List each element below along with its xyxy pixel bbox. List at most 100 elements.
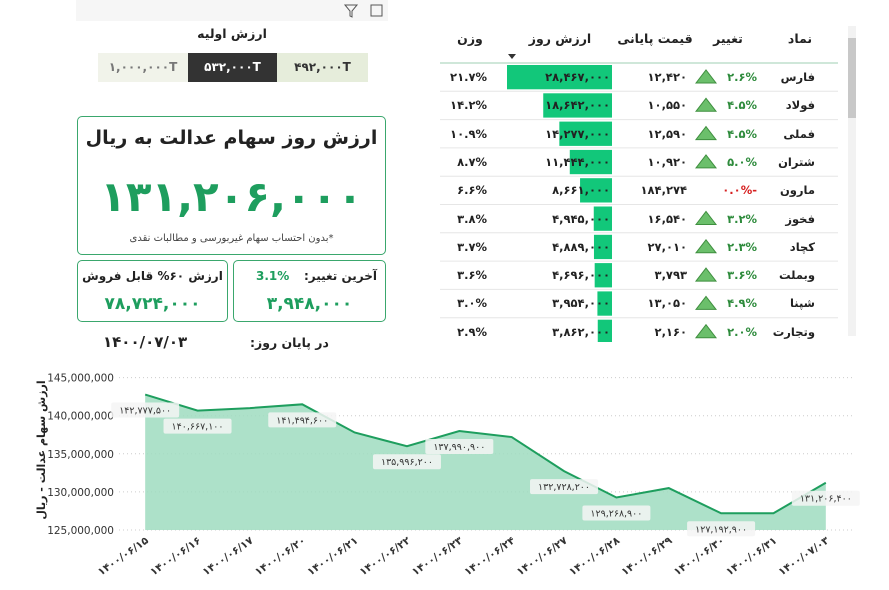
x-tick-label: ۱۴۰۰/۰۶/۳۱ [724, 535, 779, 579]
initial-value-title: ارزش اولیه [197, 26, 267, 41]
card-title: ارزش ۶۰% قابل فروش [82, 269, 223, 283]
card-value: ۷۸,۷۲۴,۰۰۰ [104, 294, 201, 314]
data-label-bg [582, 505, 651, 521]
weight: ۶.۶% [457, 183, 487, 198]
table-decoration [440, 26, 856, 342]
close-price: ۱۲,۴۲۰ [647, 70, 687, 84]
day-value: ۱۱,۴۴۴,۰۰۰ [545, 154, 610, 169]
scroll-thumb[interactable] [848, 38, 856, 118]
button-selected[interactable]: ۵۳۲,۰۰۰T [188, 53, 277, 82]
x-tick-label: ۱۴۰۰/۰۶/۱۷ [200, 534, 256, 578]
data-label-bg [791, 490, 860, 506]
x-tick-label: ۱۴۰۰/۰۶/۳۰ [672, 535, 727, 579]
chart: ارزش سهام عدالت - ریال 125,000,000 130,000… [35, 373, 860, 579]
end-of-day-date: ۱۴۰۰/۰۷/۰۳ [103, 333, 188, 351]
close-price: ۱۲,۵۹۰ [647, 126, 687, 141]
x-tick-label: ۱۴۰۰/۰۶/۲۲ [358, 534, 414, 578]
symbol: شپنا [789, 296, 815, 311]
change: -۰.۰% [722, 183, 757, 198]
column-header: ارزش روز [528, 31, 592, 46]
symbol: وبملت [778, 268, 815, 283]
data-label: ۱۴۱,۴۹۴,۶۰۰ [276, 415, 328, 426]
data-label: ۱۳۲,۷۲۸,۲۰۰ [538, 482, 590, 493]
table: نماد تغییر قیمت پایانی ارزش روز وزن فارس ۲.۶% ۱… [440, 26, 858, 342]
day-value: ۱۸,۶۴۲,۰۰۰ [545, 98, 610, 113]
change: ۲.۳% [727, 239, 757, 254]
up-arrow-icon [694, 267, 718, 282]
weight: ۳.۷% [457, 239, 487, 254]
symbol: فملی [783, 126, 815, 141]
change: ۴.۹% [727, 296, 757, 311]
up-arrow-icon [694, 97, 718, 112]
data-label-bg [111, 402, 180, 418]
close-price: ۱۸۴,۲۷۴ [640, 183, 687, 198]
data-label-bg [425, 439, 494, 455]
sort-arrow[interactable] [508, 54, 516, 59]
card-title: ارزش روز سهام عدالت به ریال [85, 127, 378, 149]
data-label: ۱۳۷,۹۹۰,۹۰۰ [433, 442, 485, 453]
column-header: تغییر [713, 31, 743, 46]
x-tick-label: ۱۴۰۰/۰۶/۲۷ [515, 534, 571, 578]
x-tick-label: ۱۴۰۰/۰۶/۱۵ [96, 534, 152, 578]
main-card: ارزش روز سهام عدالت به ریال ۱۳۱,۲۰۶,۰۰۰ … [77, 116, 386, 255]
close-price: ۲۷,۰۱۰ [647, 239, 687, 254]
weight: ۳.۸% [457, 211, 487, 226]
y-tick-label: 125,000,000 [47, 525, 114, 537]
up-arrow-icon [694, 295, 718, 310]
data-label: ۱۴۰,۶۶۷,۱۰۰ [172, 422, 224, 433]
close-price: ۱۳,۰۵۰ [647, 296, 687, 311]
data-bar [594, 263, 612, 288]
data-bar [507, 65, 612, 90]
visual-toolbar [76, 0, 388, 21]
change-card: آخرین تغییر: 3.1% ۳,۹۴۸,۰۰۰ [233, 260, 386, 322]
up-arrow-icon [694, 154, 718, 169]
data-bar [569, 149, 612, 175]
filter-icon[interactable] [343, 4, 359, 18]
up-arrow-icon [694, 69, 718, 84]
weight: ۱۴.۲% [450, 98, 487, 113]
y-tick-label: 130,000,000 [47, 487, 114, 499]
data-label-bg [530, 479, 599, 495]
symbol: فارس [780, 70, 815, 84]
up-arrow-icon [694, 323, 718, 339]
data-bar [593, 234, 612, 260]
change-percent: 3.1% [256, 269, 290, 283]
x-tick-label: ۱۴۰۰/۰۶/۲۹ [619, 534, 675, 578]
day-value: ۸,۶۶۱,۰۰۰ [552, 183, 610, 198]
day-value: ۳,۹۵۴,۰۰۰ [552, 296, 610, 311]
scrollbar[interactable] [848, 26, 856, 336]
day-value: ۳,۸۶۲,۰۰۰ [552, 324, 610, 339]
y-axis-title: ارزش سهام عدالت - ریال [35, 380, 48, 519]
symbol: کچاد [789, 239, 815, 254]
focus-icon[interactable] [370, 4, 383, 17]
change: ۲.۰% [727, 324, 757, 339]
sellable-card: ارزش ۶۰% قابل فروش ۷۸,۷۲۴,۰۰۰ [77, 260, 228, 322]
end-of-day-label: در پایان روز: [250, 335, 329, 350]
toolbar-bg [76, 0, 388, 21]
up-arrow-icon [694, 125, 718, 141]
weight: ۳.۶% [457, 268, 487, 283]
y-tick-label: 140,000,000 [47, 411, 114, 423]
data-bar [597, 319, 612, 342]
card-note: *بدون احتساب سهام غیربورسی و مطالبات نقد… [129, 233, 334, 244]
x-tick-label: ۱۴۰۰/۰۶/۲۰ [253, 535, 308, 579]
change: ۳.۲% [727, 211, 757, 226]
card-value: ۱۳۱,۲۰۶,۰۰۰ [100, 172, 363, 221]
symbol: فولاد [785, 98, 815, 113]
up-arrow-icon [694, 238, 718, 254]
close-price: ۱۰,۵۵۰ [647, 98, 687, 113]
card-title: آخرین تغییر: [303, 269, 377, 283]
card-value: ۳,۹۴۸,۰۰۰ [266, 294, 353, 314]
symbol: مارون [779, 183, 815, 198]
data-label: ۱۳۱,۲۰۶,۴۰۰ [800, 494, 852, 505]
button[interactable]: ۱,۰۰۰,۰۰۰T [98, 53, 188, 82]
button[interactable]: ۴۹۲,۰۰۰T [277, 53, 368, 82]
data-label: ۱۳۵,۹۹۶,۲۰۰ [381, 457, 433, 468]
up-arrow-icon [694, 210, 718, 225]
day-value: ۲۸,۴۶۷,۰۰۰ [545, 70, 610, 84]
close-price: ۱۶,۵۴۰ [647, 211, 687, 226]
day-value: ۴,۶۹۶,۰۰۰ [552, 268, 610, 283]
change: ۳.۶% [727, 268, 757, 283]
weight: ۳.۰% [457, 296, 487, 311]
